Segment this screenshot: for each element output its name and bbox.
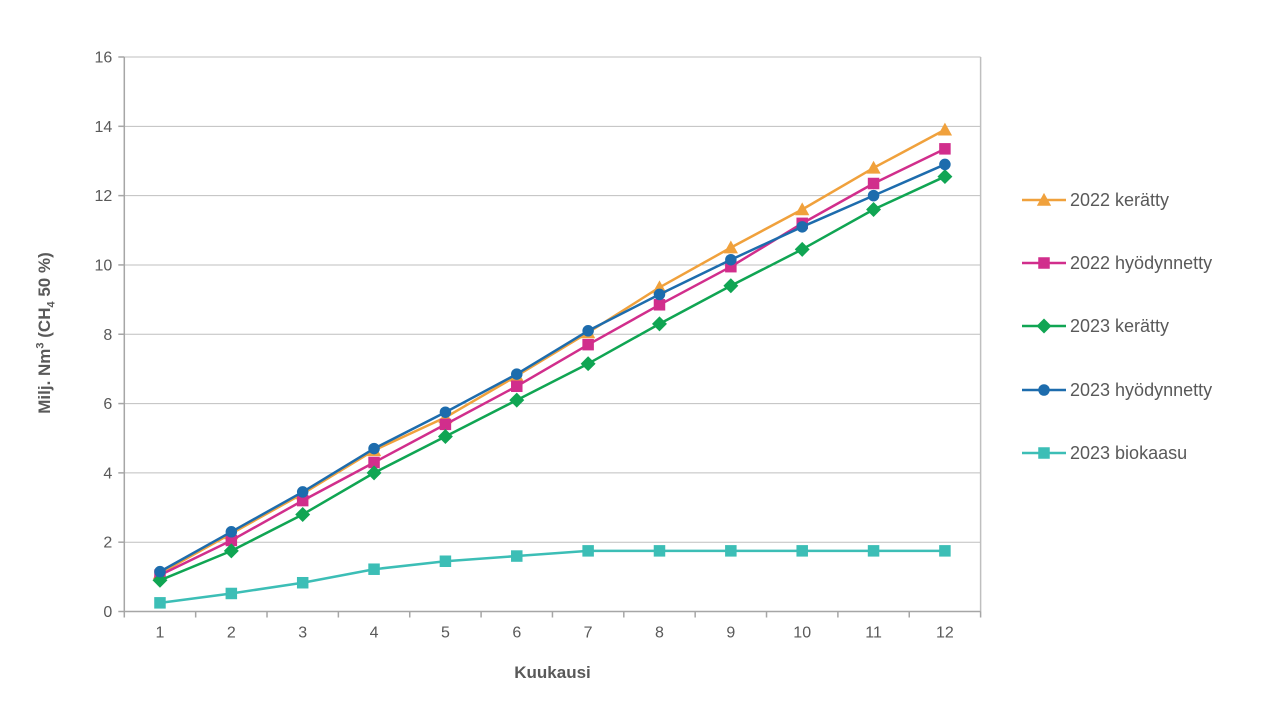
x-axis-title: Kuukausi (514, 663, 591, 682)
x-tick-label: 6 (512, 625, 521, 642)
legend-marker-square-icon (1022, 257, 1066, 269)
y-tick-label: 6 (103, 396, 112, 413)
x-tick-label: 7 (584, 625, 593, 642)
y-tick-label: 2 (103, 535, 112, 552)
x-tick-label: 10 (793, 625, 811, 642)
legend-label: 2023 biokaasu (1070, 442, 1188, 463)
legend-marker-circle-icon (1022, 384, 1066, 396)
x-tick-label: 11 (865, 625, 882, 642)
series-2023-keratty (152, 169, 953, 588)
y-tick-label: 0 (103, 604, 112, 621)
x-tick-label: 3 (298, 625, 307, 642)
x-tick-label: 8 (655, 625, 664, 642)
legend-item-2023-keratty: 2023 kerätty (1022, 314, 1169, 338)
x-tick-label: 9 (726, 625, 735, 642)
x-tick-label: 12 (936, 625, 954, 642)
x-tick-label: 5 (441, 625, 450, 642)
legend-marker-triangle-icon (1022, 192, 1066, 206)
y-axis-title: Milj. Nm3 (CH4 50 %) (34, 252, 58, 414)
legend-item-2023-hyodynnetty: 2023 hyödynnetty (1022, 378, 1212, 402)
legend-item-2023-biokaasu: 2023 biokaasu (1022, 441, 1187, 465)
y-tick-label: 10 (95, 257, 113, 274)
legend-label: 2023 hyödynnetty (1070, 379, 1213, 400)
gridlines (124, 56, 981, 543)
y-tick-label: 12 (95, 188, 113, 205)
series-2022-hyodynnetty (154, 143, 951, 581)
y-tick-label: 14 (95, 119, 113, 136)
legend-label: 2023 kerätty (1070, 315, 1170, 336)
x-tick-label: 1 (156, 625, 165, 642)
series-2023-hyodynnetty (154, 158, 951, 578)
legend-marker-square-icon (1022, 447, 1066, 459)
series-2022-keratty (152, 122, 953, 580)
x-tick-label: 4 (370, 625, 379, 642)
y-tick-label: 16 (95, 50, 113, 67)
legend-marker-diamond-icon (1022, 318, 1066, 334)
legend-label: 2022 hyödynnetty (1070, 252, 1213, 273)
legend-label: 2022 kerätty (1070, 189, 1170, 210)
legend-item-2022-keratty: 2022 kerätty (1022, 188, 1169, 212)
series-2023-biokaasu (154, 545, 951, 609)
y-tick-label: 4 (103, 465, 112, 482)
x-tick-label: 2 (227, 625, 236, 642)
y-tick-label: 8 (103, 327, 112, 344)
legend-item-2022-hyodynnetty: 2022 hyödynnetty (1022, 251, 1212, 275)
